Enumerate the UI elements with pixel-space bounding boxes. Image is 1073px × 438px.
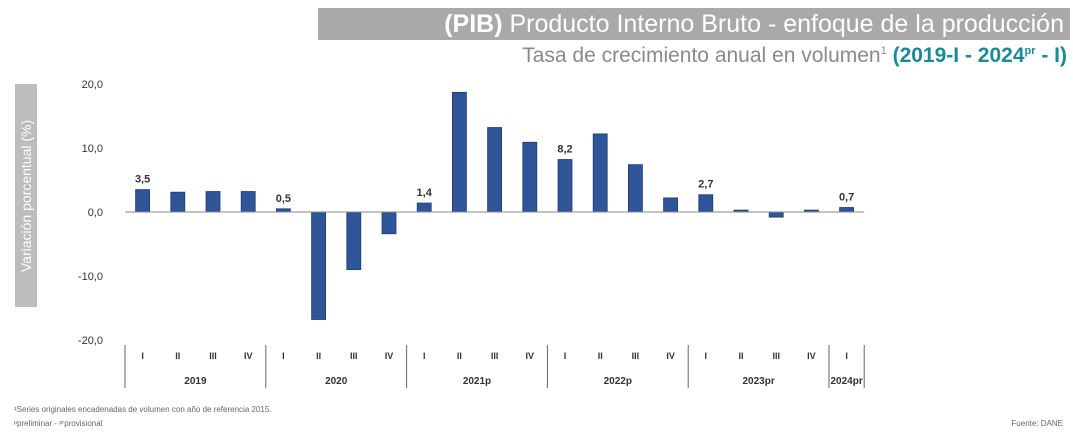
subtitle-period: (2019-I - 2024pr - I) [893,44,1067,67]
data-label: 0,5 [276,193,291,205]
chart-title-rest: Producto Interno Bruto - enfoque de la p… [502,10,1064,38]
x-tick-label: III [632,351,640,361]
x-group-label: 2019 [184,376,207,387]
bar [416,202,432,213]
subtitle-text: Tasa de crecimiento anual en volumen [522,44,881,67]
y-tick-label: 0,0 [88,207,103,219]
y-tick-label: 10,0 [82,143,103,155]
x-tick-label: IV [385,351,394,361]
x-tick-label: II [598,351,603,361]
x-group-label: 2022p [604,376,632,387]
x-group-label: 2024pr [830,376,862,387]
bar [628,164,643,213]
x-tick-label: IV [807,351,816,361]
y-tick-label: 20,0 [82,79,103,91]
x-tick-label: IV [526,351,535,361]
x-tick-label: I [423,351,426,361]
x-tick-label: I [564,351,567,361]
bar [557,159,573,213]
bar [346,211,362,270]
x-tick-label: IV [244,351,253,361]
data-label: 8,2 [557,144,572,156]
bar [135,189,151,213]
bar [240,191,256,213]
bar [451,91,467,213]
x-tick-label: II [316,351,321,361]
x-tick-label: II [175,351,180,361]
x-tick-label: IV [666,351,675,361]
x-tick-label: III [491,351,499,361]
bar [170,191,186,213]
x-group-label: 2023pr [742,376,774,387]
bar [663,197,678,213]
x-tick-label: III [772,351,780,361]
data-label: 0,7 [839,192,854,204]
x-group-label: 2021p [463,376,491,387]
bar [839,207,854,213]
x-tick-label: I [141,351,144,361]
x-tick-label: II [738,351,743,361]
bar [381,211,397,235]
x-tick-label: III [350,351,358,361]
subtitle-period-sup: pr [1024,45,1036,57]
bar [205,191,221,213]
x-group-label: 2020 [325,376,348,387]
x-tick-label: I [845,351,848,361]
chart-subtitle: Tasa de crecimiento anual en volumen1 (2… [522,44,1067,68]
bar [487,127,503,213]
bar [698,194,714,213]
source-label: Fuente: DANE [1011,419,1063,428]
y-axis-label-box [15,84,37,307]
x-tick-label: II [457,351,462,361]
bar [311,211,327,320]
y-tick-label: -20,0 [78,335,103,347]
footnote-series: ¹Series originales encadenadas de volume… [14,405,272,414]
x-tick-label: III [209,351,217,361]
chart-title-strong: (PIB) [444,10,503,38]
footnote-status: ᵖpreliminar - ᵖʳprovisional [14,419,103,428]
chart-title-bar: (PIB) Producto Interno Bruto - enfoque d… [318,8,1070,40]
data-label: 1,4 [417,187,433,199]
bar [522,141,538,213]
subtitle-period-end: - I) [1035,44,1067,67]
bar [768,211,784,218]
x-tick-label: I [705,351,708,361]
y-tick-label: -10,0 [78,271,103,283]
subtitle-sup: 1 [880,45,887,57]
data-label: 3,5 [135,174,150,186]
x-tick-label: I [282,351,285,361]
subtitle-period-start: (2019-I - 2024 [892,44,1025,67]
data-label: 2,7 [698,179,713,191]
bar [592,133,608,213]
